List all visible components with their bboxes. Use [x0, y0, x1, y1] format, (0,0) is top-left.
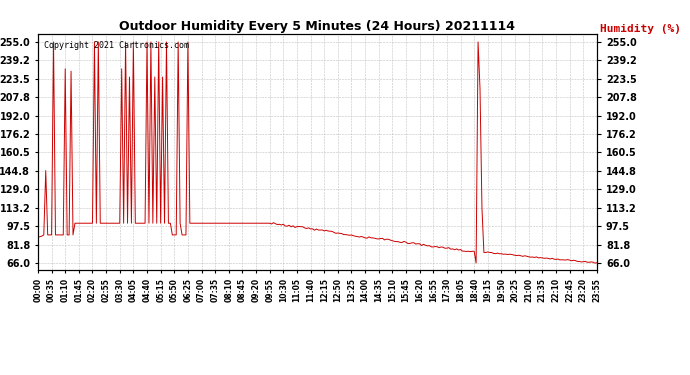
- Text: Humidity (%): Humidity (%): [600, 24, 680, 34]
- Title: Outdoor Humidity Every 5 Minutes (24 Hours) 20211114: Outdoor Humidity Every 5 Minutes (24 Hou…: [119, 20, 515, 33]
- Text: Copyright 2021 Cartronics.com: Copyright 2021 Cartronics.com: [43, 41, 188, 50]
